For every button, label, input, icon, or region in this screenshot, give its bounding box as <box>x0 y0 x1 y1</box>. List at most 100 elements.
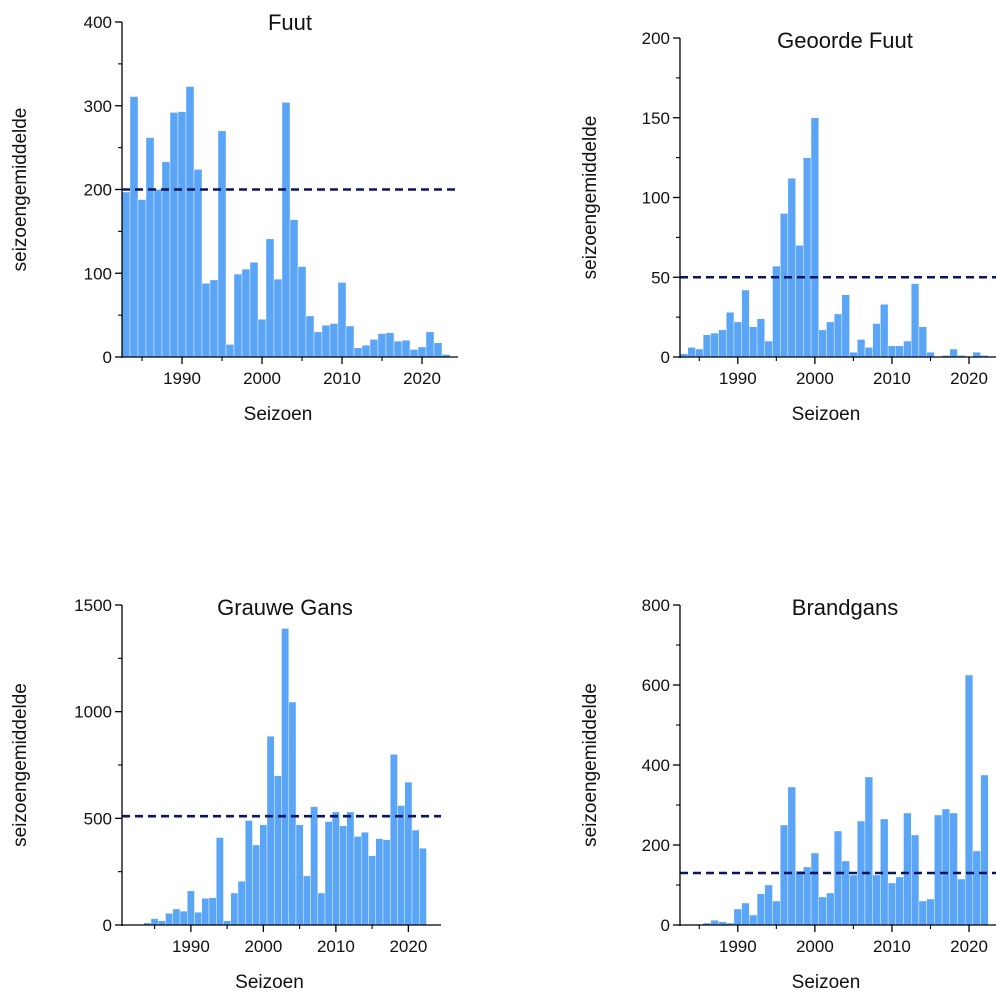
chart-title: Geoorde Fuut <box>777 28 913 53</box>
y-tick-label: 200 <box>84 181 112 200</box>
bar <box>841 860 850 926</box>
bar <box>281 102 291 358</box>
bar <box>230 892 239 926</box>
bar <box>741 289 750 358</box>
bar <box>233 273 243 358</box>
bar <box>957 878 966 926</box>
bar <box>687 347 696 358</box>
y-tick-label: 0 <box>661 916 670 935</box>
y-tick-label: 0 <box>103 348 112 367</box>
x-tick-label: 2000 <box>244 937 282 956</box>
bar <box>241 268 251 358</box>
bar <box>346 811 355 926</box>
bar <box>895 876 904 926</box>
bar <box>733 321 742 358</box>
bar <box>305 315 315 358</box>
bar <box>857 339 866 358</box>
bar <box>310 806 318 926</box>
bar <box>972 352 981 358</box>
bar <box>281 628 289 926</box>
x-tick-label: 2010 <box>317 937 355 956</box>
bar <box>288 701 297 926</box>
bar <box>911 283 920 358</box>
bar <box>297 266 307 358</box>
x-tick-label: 1990 <box>719 937 757 956</box>
bar <box>887 882 897 926</box>
y-tick-label: 800 <box>642 596 670 615</box>
bar <box>803 866 812 926</box>
y-axis-label: seizoengemiddelde <box>580 116 601 280</box>
bar <box>313 331 323 358</box>
bar <box>252 844 260 926</box>
bar <box>764 340 773 358</box>
bar <box>295 824 304 926</box>
bar <box>329 323 339 358</box>
bar <box>339 825 347 926</box>
y-tick-label: 50 <box>651 268 670 287</box>
bar <box>390 754 398 926</box>
x-axis-label: Seizoen <box>235 972 304 993</box>
bar <box>733 908 742 926</box>
bar <box>780 213 789 358</box>
bar <box>187 890 195 926</box>
bar <box>756 893 765 926</box>
chart-panel-0: 0 100 200 300 400 1990 2000 2010 2020 Fuut Seizoen… <box>10 10 458 425</box>
x-tick-label: 2010 <box>323 369 361 388</box>
bar <box>266 736 275 926</box>
chart-panel-3: 0 200 400 600 800 1990 2000 2010 2020 Brandgans Se… <box>580 595 996 993</box>
bar <box>208 897 217 926</box>
bar <box>764 884 773 926</box>
bar <box>225 344 235 358</box>
bar <box>369 339 379 358</box>
bar <box>375 838 384 926</box>
bar <box>718 329 727 358</box>
bar <box>401 340 411 358</box>
bar <box>926 352 935 358</box>
bar <box>321 324 331 358</box>
bar <box>787 786 796 926</box>
chart-panel-1: 0 50 100 150 200 1990 2000 2010 2020 Geoorde Fuut… <box>580 28 996 425</box>
bar <box>303 875 311 926</box>
y-tick-label: 600 <box>642 676 670 695</box>
y-tick-label: 0 <box>103 916 112 935</box>
bar <box>245 820 253 926</box>
bar <box>803 157 812 358</box>
bar <box>137 199 147 358</box>
y-tick-label: 150 <box>642 109 670 128</box>
bar <box>385 332 395 358</box>
bar <box>903 340 912 358</box>
bar <box>150 918 159 926</box>
bar <box>818 329 827 358</box>
bar <box>368 855 376 926</box>
bar <box>169 112 179 358</box>
bar <box>833 830 843 926</box>
y-tick-label: 200 <box>642 29 670 48</box>
bar <box>353 836 362 926</box>
x-tick-label: 2010 <box>873 937 911 956</box>
bar <box>841 294 850 358</box>
bar <box>903 812 912 926</box>
x-tick-label: 1990 <box>172 937 210 956</box>
chart-title: Brandgans <box>792 595 898 620</box>
bar <box>949 812 958 926</box>
x-tick-label: 2000 <box>243 369 281 388</box>
bar <box>273 278 283 358</box>
x-tick-label: 1990 <box>719 369 757 388</box>
bar <box>193 169 203 358</box>
bar <box>918 326 927 358</box>
bar <box>972 850 981 926</box>
bar <box>361 345 371 358</box>
y-tick-label: 0 <box>661 348 670 367</box>
bar <box>980 774 989 926</box>
bar <box>419 848 427 926</box>
bar <box>382 839 391 926</box>
bar <box>826 892 835 926</box>
bar <box>361 832 369 926</box>
bar <box>756 318 765 358</box>
bar <box>702 334 712 358</box>
x-tick-label: 2000 <box>796 369 834 388</box>
y-tick-label: 100 <box>642 189 670 208</box>
bar <box>911 834 920 926</box>
bar <box>826 321 835 358</box>
bar <box>749 914 758 926</box>
